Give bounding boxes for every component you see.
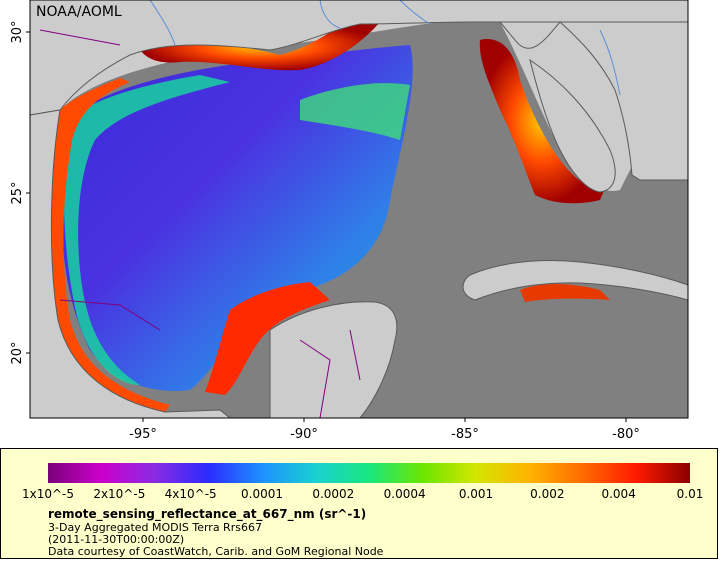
lon-tick-95: -95° [129, 427, 157, 442]
colorbar-tick-label: 0.002 [530, 487, 565, 501]
lon-tick-90: -90° [290, 427, 318, 442]
west-coast-band [51, 78, 170, 412]
map-plot-area [30, 0, 688, 418]
mid-shelf-east [300, 83, 410, 140]
lat-tick-20: 20° [10, 341, 25, 364]
lon-axis [142, 418, 627, 422]
us-gulf-coast-land [30, 0, 688, 116]
dataset-title: 3-Day Aggregated MODIS Terra Rrs667 [48, 521, 262, 534]
political-borders [39, 29, 361, 418]
lat-tick-30: 30° [10, 20, 25, 43]
colorbar-ticks: 1x10^-5 2x10^-5 4x10^-5 0.0001 0.0002 0.0004 0… [1, 487, 719, 503]
colorbar-tick-label: 0.0002 [312, 487, 355, 501]
cuba-land [462, 260, 688, 301]
cuba-shelf [520, 284, 610, 302]
colorbar [48, 463, 690, 483]
lat-tick-25: 25° [10, 181, 25, 204]
agency-label: NOAA/AOML [36, 4, 122, 20]
dataset-time: (2011-11-30T00:00:00Z) [48, 533, 185, 546]
lon-tick-85: -85° [451, 427, 479, 442]
colorbar-tick-label: 1x10^-5 [21, 487, 75, 501]
data-credit: Data courtesy of CoastWatch, Carib. and … [48, 545, 384, 558]
colorbar-tick-label: 0.0001 [241, 487, 283, 501]
florida-land [470, 21, 688, 181]
colorbar-tick-label: 0.001 [458, 487, 494, 501]
gulf-water [61, 45, 413, 391]
legend-panel: 1x10^-5 2x10^-5 4x10^-5 0.0001 0.0002 0.0004 0… [0, 448, 718, 559]
lat-axis [26, 31, 30, 354]
colorbar-tick-label: 0.0004 [383, 487, 426, 501]
lon-tick-80: -80° [612, 427, 640, 442]
colorbar-tick-label: 4x10^-5 [164, 487, 217, 501]
plot-frame [29, 0, 689, 419]
florida-shelf [479, 39, 605, 204]
yucatan-land [269, 301, 398, 418]
colorbar-tick-label: 0.004 [601, 487, 636, 501]
variable-name: remote_sensing_reflectance_at_667_nm (sr… [48, 507, 367, 521]
north-coast-band [140, 22, 380, 71]
colorbar-tick-label: 2x10^-5 [93, 487, 146, 501]
mexico-land [30, 109, 231, 418]
colorbar-tick-label: 0.01 [676, 487, 704, 501]
campeche-shelf [205, 282, 330, 395]
rivers [149, 0, 621, 96]
colorbar-gradient [48, 463, 690, 483]
florida-peninsula [529, 58, 616, 193]
